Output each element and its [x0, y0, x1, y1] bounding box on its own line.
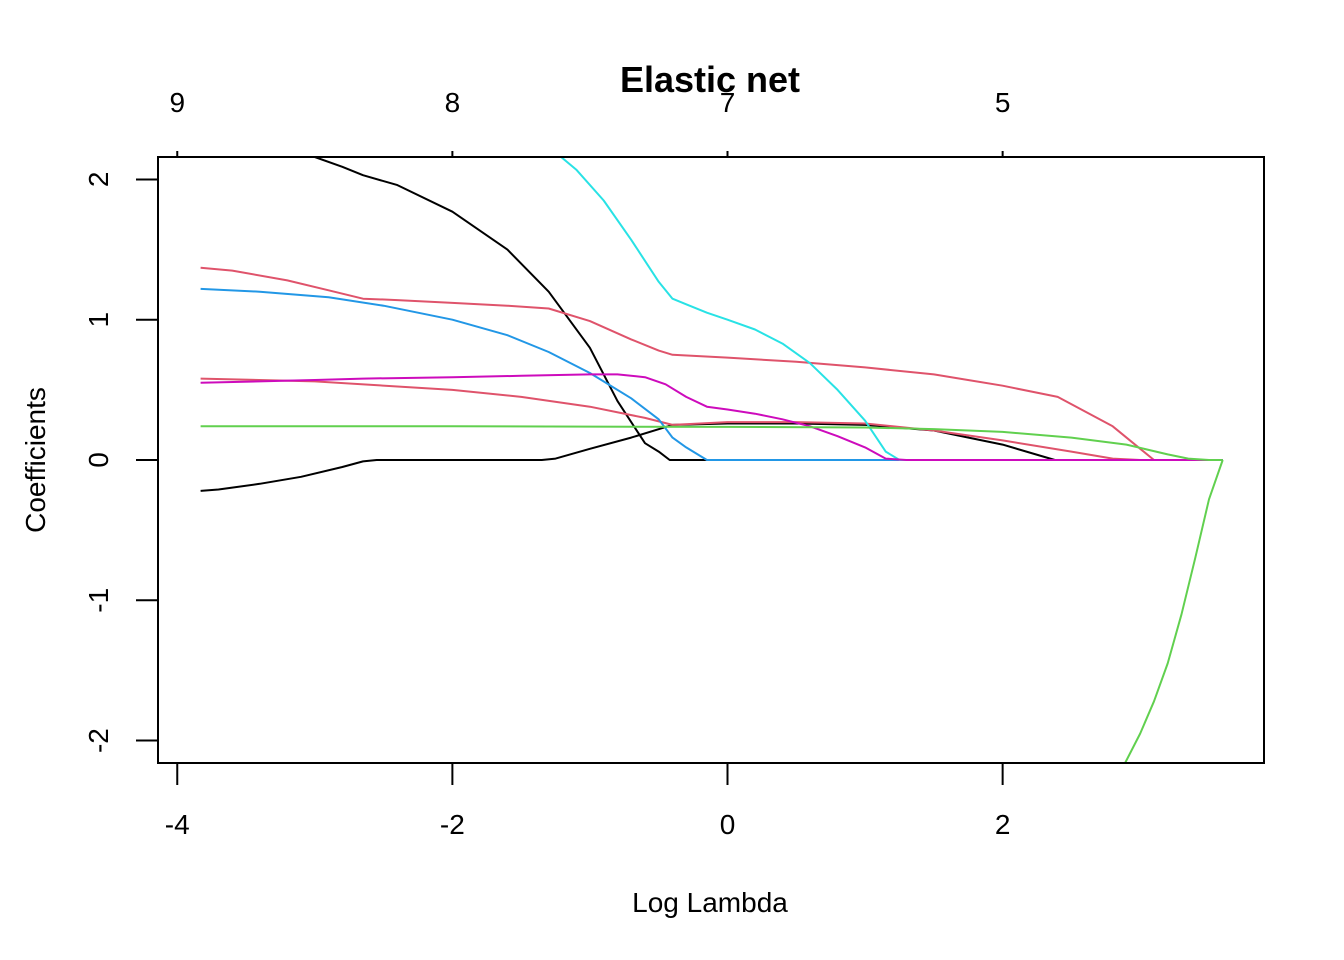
y-axis: -2 -1 0 1 2 [83, 172, 159, 753]
x-tick-label: -2 [440, 809, 465, 840]
y-tick-label: -2 [83, 728, 114, 753]
x-tick-label: -4 [165, 809, 190, 840]
series-layer [200, 157, 1224, 763]
x-axis: -4 -2 0 2 [165, 762, 1011, 840]
x-axis-label: Log Lambda [632, 887, 788, 918]
y-tick-label: 2 [83, 172, 114, 188]
series-line-8 [200, 425, 1223, 461]
series-line-4 [200, 377, 1223, 461]
series-line-3 [200, 266, 1223, 461]
series-line-5 [200, 287, 1223, 461]
y-axis-label: Coefficients [20, 387, 51, 533]
top-tick-label: 9 [169, 87, 185, 118]
top-tick-label: 8 [445, 87, 461, 118]
x-tick-label: 2 [995, 809, 1011, 840]
top-tick-label: 7 [720, 87, 736, 118]
top-axis: 9 8 7 5 [169, 87, 1011, 158]
y-tick-label: -1 [83, 588, 114, 613]
chart-title: Elastic net [620, 59, 800, 100]
top-tick-label: 5 [995, 87, 1011, 118]
series-line-9 [1124, 459, 1224, 763]
y-tick-label: 0 [83, 452, 114, 468]
x-tick-label: 0 [720, 809, 736, 840]
series-line-2 [200, 422, 1223, 492]
y-tick-label: 1 [83, 312, 114, 328]
series-line-7 [200, 373, 1223, 461]
